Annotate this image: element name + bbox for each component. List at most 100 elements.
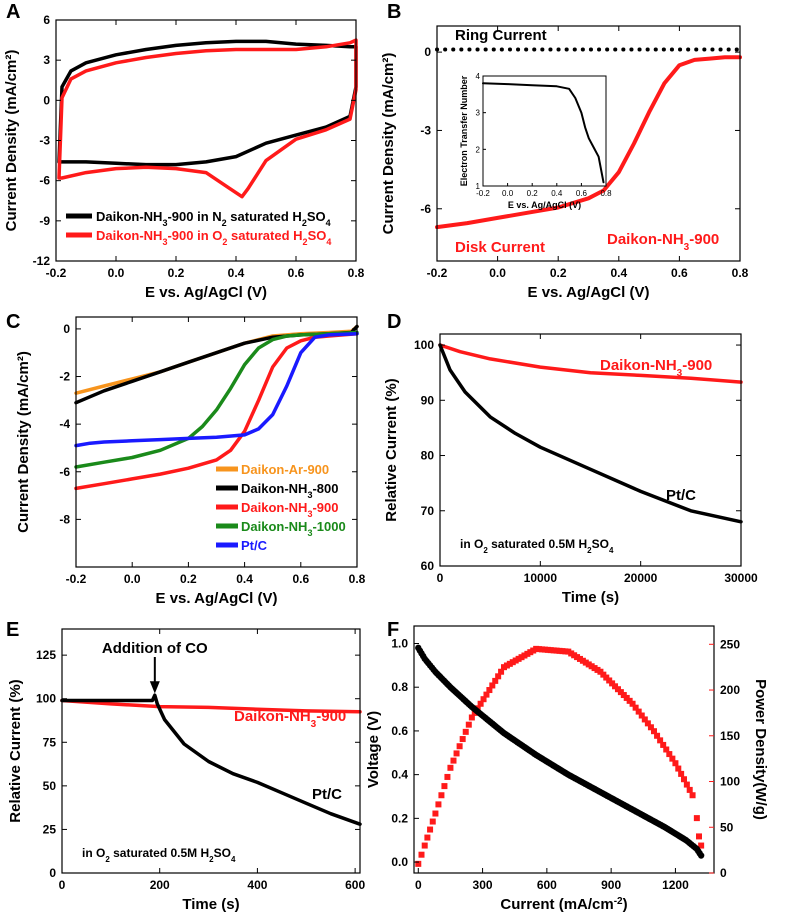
series-line-red xyxy=(57,38,358,199)
text-span: -900 in O xyxy=(167,228,222,243)
power-density-point xyxy=(666,751,673,758)
y2-tick-label: 100 xyxy=(720,775,740,789)
text-span: in O xyxy=(82,846,105,860)
power-density-point xyxy=(435,801,442,808)
series-line-black xyxy=(60,693,362,826)
power-density-point xyxy=(453,750,460,757)
power-density-point xyxy=(641,716,648,723)
text-span: Daikon-NH xyxy=(600,357,677,374)
power-density-point xyxy=(441,783,448,790)
text-span: Daikon-NH xyxy=(234,708,311,725)
text-span: 4 xyxy=(326,218,331,228)
y-axis-label: Current Density (mA/cm²) xyxy=(15,351,32,533)
series-line-red xyxy=(74,331,359,491)
text-span: saturated H xyxy=(227,209,302,224)
y-tick-label: 6 xyxy=(43,13,50,27)
text-span: 3 xyxy=(677,368,683,379)
y-tick-label: 100 xyxy=(414,338,434,352)
panel-d: D 0 10000 20000 30000 100 90 80 70 60 Time (s) Rela… xyxy=(383,311,758,606)
power-density-point xyxy=(421,842,428,849)
x-tick-label: 0.2 xyxy=(180,572,197,586)
panel-b: B -0.2 0.0 0.2 0.4 0.6 0.8 0 -3 -6 E vs. Ag/AgCl (… xyxy=(380,1,749,301)
text-span: -1000 xyxy=(312,519,345,534)
power-density-point xyxy=(672,760,679,767)
inset-x-tick-label: 0.4 xyxy=(551,189,563,198)
x-axis-label: E vs. Ag/AgCl (V) xyxy=(528,284,650,301)
text-span: SO xyxy=(308,228,327,243)
legend-label: Daikon-Ar-900 xyxy=(241,462,329,477)
power-density-point xyxy=(657,737,664,744)
y-tick-label: -8 xyxy=(59,512,70,526)
inset-plot: -0.2 0.0 0.2 0.4 0.6 0.8 4 3 2 1 E vs. Ag/AgCl (V)… xyxy=(459,72,612,210)
text-span: -800 xyxy=(312,481,338,496)
power-density-point xyxy=(654,732,661,739)
legend-label: Daikon-NH3-900 in N2 saturated H2SO4 xyxy=(96,209,331,228)
y-tick-label: 75 xyxy=(43,735,57,749)
text-span: 3 xyxy=(162,218,167,228)
x-tick-label: 0 xyxy=(437,571,444,585)
x-tick-label: 0.6 xyxy=(288,266,305,280)
ptc-label: Pt/C xyxy=(666,487,696,504)
text-span: Current (mA/cm xyxy=(500,896,613,913)
x-tick-label: -0.2 xyxy=(46,266,67,280)
series-line-green xyxy=(74,330,359,469)
power-density-point xyxy=(477,700,484,707)
disk-current-label: Disk Current xyxy=(455,239,545,256)
y-tick-label: 0.8 xyxy=(391,680,408,694)
arrow-head xyxy=(149,681,160,694)
power-density-point xyxy=(447,764,454,771)
legend-label: Daikon-NH3-800 xyxy=(241,481,339,500)
power-density-point xyxy=(429,818,436,825)
x-tick-label: -0.2 xyxy=(66,572,87,586)
text-span: 4 xyxy=(609,546,614,555)
y-tick-label: 1.0 xyxy=(391,636,408,650)
ptc-label: Pt/C xyxy=(312,786,342,803)
text-span: Daikon-NH xyxy=(96,209,162,224)
power-density-point xyxy=(686,786,693,793)
power-density-point xyxy=(483,691,490,698)
power-density-point xyxy=(427,826,434,833)
y-tick-label: 60 xyxy=(421,559,435,573)
power-density-point xyxy=(432,810,439,817)
y2-axis-label: Power Density(W/g) xyxy=(752,679,769,820)
inset-x-axis-label: E vs. Ag/AgCl (V) xyxy=(508,200,581,210)
y-tick-label: -3 xyxy=(420,123,431,137)
text-span: 2 xyxy=(222,218,227,228)
y-tick-label: 3 xyxy=(43,53,50,67)
text-span: ) xyxy=(623,896,628,913)
y-tick-label: 0 xyxy=(49,866,56,880)
y-tick-label: -6 xyxy=(59,465,70,479)
text-span: 2 xyxy=(209,855,214,864)
power-density-point xyxy=(693,815,700,822)
text-span: Daikon-NH xyxy=(96,228,162,243)
x-tick-label: 0.4 xyxy=(228,266,245,280)
voltage-point xyxy=(697,852,705,859)
x-tick-label: 600 xyxy=(345,878,365,892)
power-density-point xyxy=(424,834,431,841)
x-axis-label: E vs. Ag/AgCl (V) xyxy=(156,590,278,607)
power-density-point xyxy=(480,696,487,703)
power-density-point xyxy=(675,765,682,772)
text-span: SO xyxy=(214,846,231,860)
power-density-point xyxy=(635,708,642,715)
power-density-point xyxy=(462,728,469,735)
inset-x-tick-label: 0.6 xyxy=(576,189,588,198)
inset-y-tick-label: 1 xyxy=(476,182,481,191)
power-density-point xyxy=(438,792,445,799)
y2-tick-label: 50 xyxy=(720,820,734,834)
power-density-point xyxy=(663,746,670,753)
y-tick-label: 0 xyxy=(63,322,70,336)
plot-frame xyxy=(55,19,357,262)
y-tick-label: 0 xyxy=(43,93,50,107)
inset-frame xyxy=(482,75,607,187)
x-tick-label: 0 xyxy=(415,878,422,892)
x-tick-label: 0.8 xyxy=(732,266,749,280)
y-tick-label: 80 xyxy=(421,449,435,463)
series-line-black xyxy=(438,343,743,524)
power-density-point xyxy=(629,700,636,707)
y-tick-label: -4 xyxy=(59,417,70,431)
power-density-point xyxy=(689,792,696,799)
power-density-point xyxy=(418,851,425,858)
panel-f: F 0 300 600 900 1200 1.0 0.8 0.6 0.4 0.2 0.0 250 200 1… xyxy=(365,619,769,913)
